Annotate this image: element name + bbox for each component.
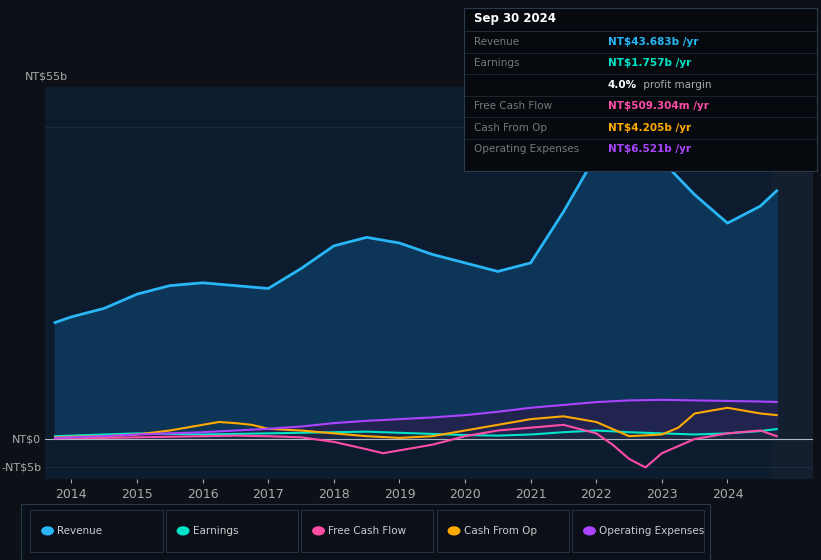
- Text: NT$1.757b /yr: NT$1.757b /yr: [608, 58, 690, 68]
- Text: Earnings: Earnings: [193, 526, 238, 536]
- Text: Cash From Op: Cash From Op: [474, 123, 547, 133]
- Text: Operating Expenses: Operating Expenses: [474, 144, 579, 155]
- Bar: [772, 87, 813, 479]
- Text: NT$43.683b /yr: NT$43.683b /yr: [608, 37, 698, 47]
- Text: NT$6.521b /yr: NT$6.521b /yr: [608, 144, 690, 155]
- Text: 4.0%: 4.0%: [608, 80, 636, 90]
- Text: NT$55b: NT$55b: [25, 71, 68, 81]
- Text: Cash From Op: Cash From Op: [464, 526, 537, 536]
- Text: Operating Expenses: Operating Expenses: [599, 526, 704, 536]
- Text: profit margin: profit margin: [640, 80, 712, 90]
- Text: Revenue: Revenue: [474, 37, 519, 47]
- Text: NT$509.304m /yr: NT$509.304m /yr: [608, 101, 709, 111]
- Text: Free Cash Flow: Free Cash Flow: [328, 526, 406, 536]
- Text: NT$4.205b /yr: NT$4.205b /yr: [608, 123, 690, 133]
- Text: Sep 30 2024: Sep 30 2024: [474, 12, 556, 25]
- Text: -NT$5b: -NT$5b: [1, 463, 41, 473]
- Text: Free Cash Flow: Free Cash Flow: [474, 101, 552, 111]
- Text: Revenue: Revenue: [57, 526, 103, 536]
- Text: Earnings: Earnings: [474, 58, 519, 68]
- Text: NT$0: NT$0: [12, 434, 41, 444]
